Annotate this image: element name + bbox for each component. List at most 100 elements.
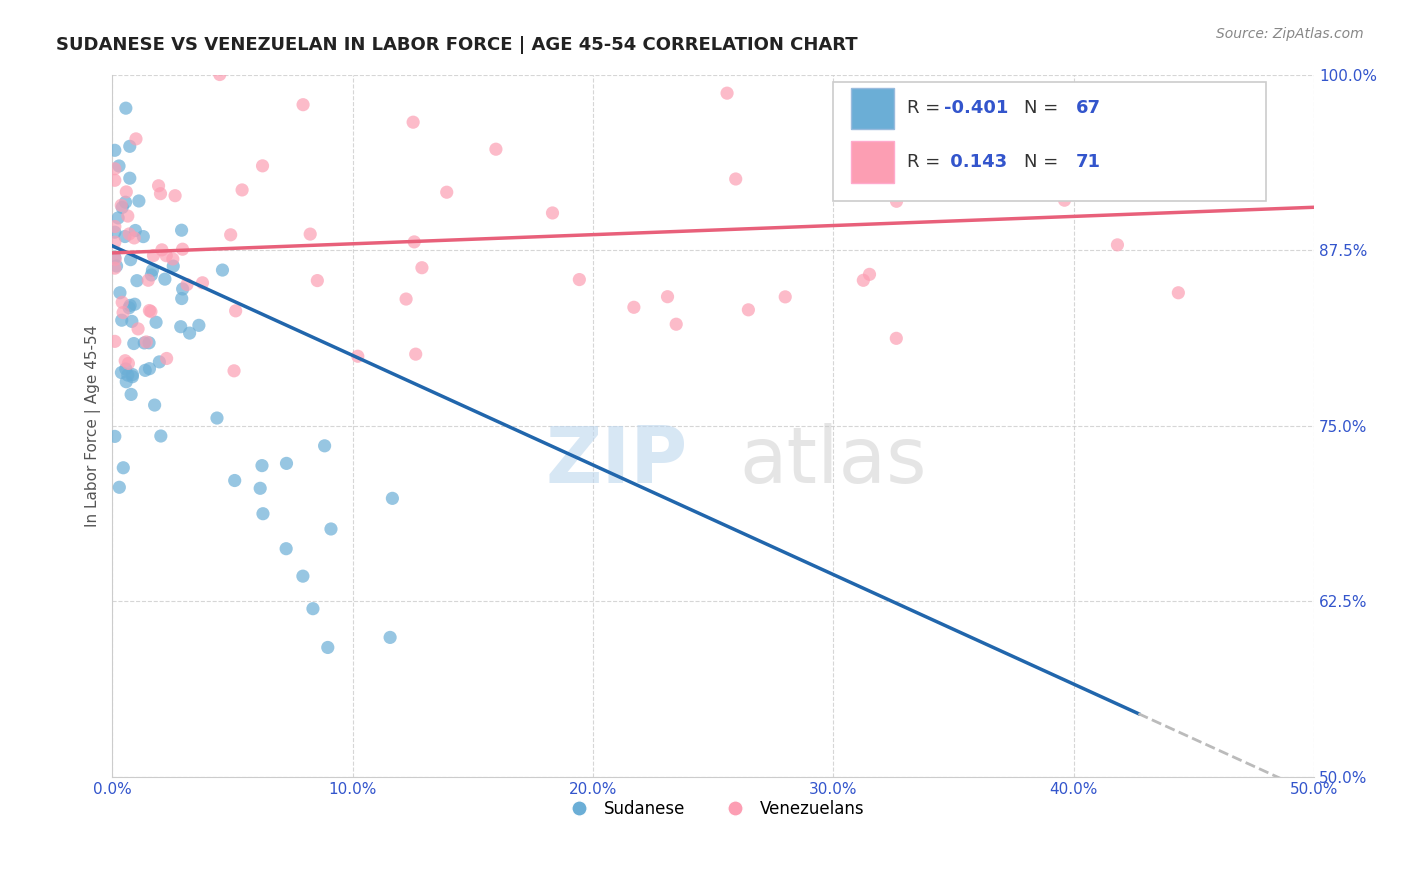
Point [149,429,172,443]
Text: Source: ZipAtlas.com: Source: ZipAtlas.com [1216,27,1364,41]
Point [104,334,127,349]
Point [135,334,157,349]
Point [125,132,148,146]
Point [568,272,591,286]
Point [125,274,148,288]
Point [381,491,404,506]
Point [104,429,127,443]
Text: N =: N = [1024,99,1064,118]
Point [346,349,368,363]
Point [395,292,418,306]
Point [108,480,131,494]
Point [162,252,184,266]
Point [378,631,401,645]
Point [316,640,339,655]
Point [404,235,426,249]
Point [1137,121,1160,136]
Point [111,201,134,215]
Point [852,273,875,287]
Point [224,474,246,488]
Point [118,227,141,241]
Point [136,273,159,287]
Point [225,303,247,318]
Point [868,163,890,178]
Text: -0.401: -0.401 [943,99,1008,118]
Point [665,317,688,331]
Point [724,172,747,186]
Point [299,227,322,241]
Point [118,301,141,315]
Point [170,319,193,334]
Point [138,361,160,376]
Point [114,362,136,376]
Point [187,318,209,333]
Point [172,242,194,256]
Point [120,387,142,401]
Point [121,369,143,384]
Text: R =: R = [907,153,946,171]
Point [222,364,245,378]
Point [124,297,146,311]
Point [1107,238,1129,252]
Point [112,305,135,319]
Point [153,272,176,286]
Point [149,186,172,201]
Text: N =: N = [1024,153,1064,171]
Point [179,326,201,340]
Point [110,366,132,380]
Point [219,227,242,242]
Point [115,185,138,199]
Point [145,315,167,329]
Point [118,139,141,153]
Point [657,290,679,304]
Point [104,144,127,158]
Point [485,142,508,156]
Point [143,398,166,412]
Point [314,439,336,453]
Point [155,249,177,263]
Point [141,263,163,277]
Point [858,268,880,282]
Point [156,351,179,366]
Point [104,225,127,239]
Point [120,252,142,267]
Point [104,173,127,187]
Point [172,282,194,296]
Point [307,274,329,288]
Point [132,229,155,244]
Point [291,569,314,583]
Point [211,263,233,277]
Y-axis label: In Labor Force | Age 45-54: In Labor Force | Age 45-54 [86,325,101,527]
Point [127,322,149,336]
Text: atlas: atlas [740,423,927,499]
Point [948,187,970,202]
Legend: Sudanese, Venezuelans: Sudanese, Venezuelans [555,793,872,825]
Point [249,481,271,495]
Point [117,368,139,383]
Point [436,185,458,199]
Point [1098,171,1121,186]
Point [122,336,145,351]
Text: 71: 71 [1076,153,1101,171]
Point [1017,186,1039,200]
Point [191,276,214,290]
Point [104,250,127,264]
Point [138,303,160,318]
Point [402,115,425,129]
Point [411,260,433,275]
Point [176,277,198,292]
Point [1167,285,1189,300]
Point [115,101,138,115]
Point [165,188,187,202]
Point [292,97,315,112]
Point [250,458,273,473]
Text: SUDANESE VS VENEZUELAN IN LABOR FORCE | AGE 45-54 CORRELATION CHART: SUDANESE VS VENEZUELAN IN LABOR FORCE | … [56,36,858,54]
Point [142,248,165,262]
Point [124,223,146,237]
Point [104,261,127,276]
Point [122,231,145,245]
Point [114,195,136,210]
Point [276,541,298,556]
Point [302,601,325,615]
Text: R =: R = [907,99,946,118]
